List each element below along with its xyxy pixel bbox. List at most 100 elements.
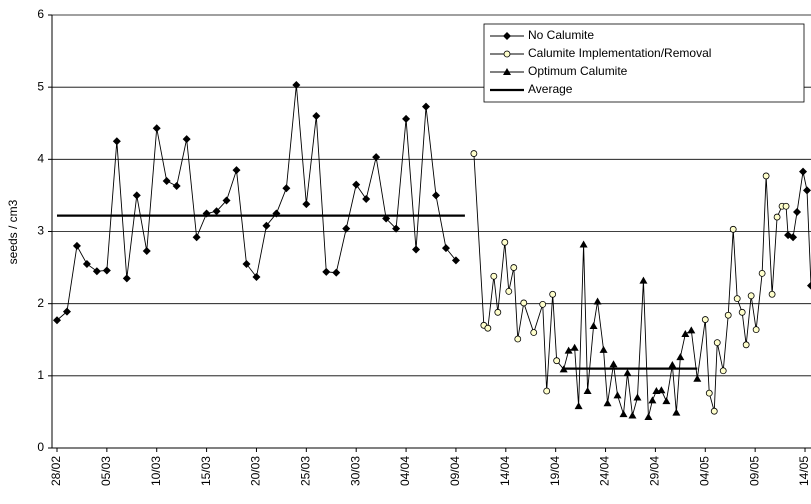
x-tick-label: 14/05 <box>797 456 811 486</box>
diamond-marker <box>182 135 191 144</box>
triangle-marker <box>589 322 598 330</box>
legend-marker <box>503 50 511 58</box>
triangle-marker <box>633 393 642 401</box>
x-tick-label: 28/02 <box>49 456 63 486</box>
diamond-marker <box>262 221 271 230</box>
circle-marker <box>539 300 547 308</box>
y-tick-label: 4 <box>37 152 44 166</box>
circle-marker <box>543 387 551 395</box>
x-tick-label: 29/04 <box>648 456 662 486</box>
diamond-marker <box>132 191 141 200</box>
x-tick-label: 04/05 <box>697 456 711 486</box>
y-axis-label: seeds / cm3 <box>6 199 20 264</box>
x-tick-label: 09/04 <box>448 456 462 486</box>
circle-marker <box>484 324 492 332</box>
triangle-marker <box>574 402 583 410</box>
diamond-marker <box>362 195 371 204</box>
triangle-marker <box>579 240 588 248</box>
x-tick-label: 14/04 <box>498 456 512 486</box>
diamond-marker <box>292 81 301 90</box>
triangle-marker <box>657 386 666 394</box>
x-tick-label: 15/03 <box>199 456 213 486</box>
x-tick-label: 05/03 <box>99 456 113 486</box>
diamond-marker <box>162 176 171 185</box>
triangle-marker <box>613 391 622 399</box>
diamond-marker <box>807 281 811 290</box>
triangle-marker <box>628 411 637 419</box>
x-tick-label: 24/04 <box>598 456 612 486</box>
diamond-marker <box>142 246 151 255</box>
diamond-marker <box>441 244 450 253</box>
triangle-marker <box>662 397 671 405</box>
diamond-marker <box>412 245 421 254</box>
triangle-marker <box>693 374 702 382</box>
diamond-marker <box>352 180 361 189</box>
legend-marker <box>503 68 511 75</box>
diamond-marker <box>122 274 131 283</box>
circle-marker <box>701 316 709 323</box>
diamond-marker <box>789 233 798 242</box>
diamond-marker <box>793 208 802 217</box>
circle-marker <box>762 172 770 180</box>
circle-marker <box>710 407 718 415</box>
circle-marker <box>773 213 781 221</box>
diamond-marker <box>322 267 331 276</box>
y-tick-label: 2 <box>37 296 44 310</box>
y-tick-label: 3 <box>37 224 44 238</box>
circle-marker <box>752 326 760 334</box>
y-tick-label: 5 <box>37 79 44 93</box>
diamond-marker <box>82 259 91 268</box>
diamond-marker <box>102 266 111 275</box>
triangle-marker <box>668 361 677 369</box>
diamond-marker <box>52 316 61 325</box>
diamond-marker <box>252 272 261 281</box>
diamond-marker <box>451 256 460 265</box>
diamond-marker <box>312 112 321 121</box>
triangle-marker <box>564 346 573 354</box>
diamond-marker <box>172 182 181 191</box>
circle-marker <box>505 287 513 295</box>
diamond-marker <box>402 114 411 123</box>
diamond-marker <box>92 267 101 276</box>
x-tick-label: 10/03 <box>149 456 163 486</box>
triangle-marker <box>619 410 628 418</box>
legend-label: Calumite Implementation/Removal <box>528 46 711 60</box>
plot-area <box>52 81 811 420</box>
triangle-marker <box>623 368 632 376</box>
connector-line <box>473 153 811 418</box>
circle-marker <box>470 150 478 157</box>
diamond-marker <box>422 102 431 111</box>
triangle-marker <box>681 329 690 337</box>
circle-marker <box>758 269 766 277</box>
x-tick-label: 30/03 <box>348 456 362 486</box>
diamond-marker <box>431 191 440 200</box>
diamond-marker <box>232 166 241 175</box>
circle-marker <box>747 292 755 300</box>
circle-marker <box>742 341 750 349</box>
diamond-marker <box>242 259 251 268</box>
y-tick-label: 6 <box>37 7 44 21</box>
triangle-marker <box>603 399 612 407</box>
legend-label: Optimum Calumite <box>528 64 628 78</box>
circle-marker <box>510 264 518 271</box>
diamond-marker <box>799 167 808 176</box>
circle-marker <box>520 299 528 307</box>
triangle-marker <box>676 353 685 361</box>
diamond-marker <box>342 224 351 233</box>
triangle-marker <box>599 345 608 353</box>
circle-marker <box>501 238 509 246</box>
circle-marker <box>514 335 522 343</box>
diamond-marker <box>282 184 291 193</box>
diamond-marker <box>72 241 81 250</box>
x-tick-label: 04/04 <box>398 456 412 486</box>
circle-marker <box>713 339 721 347</box>
legend-marker <box>503 32 511 40</box>
circle-marker <box>494 308 502 316</box>
diamond-marker <box>332 268 341 277</box>
circle-marker <box>768 290 776 298</box>
triangle-marker <box>609 360 618 368</box>
y-tick-label: 0 <box>37 440 44 454</box>
triangle-marker <box>639 276 648 284</box>
legend-label: No Calumite <box>528 28 594 42</box>
